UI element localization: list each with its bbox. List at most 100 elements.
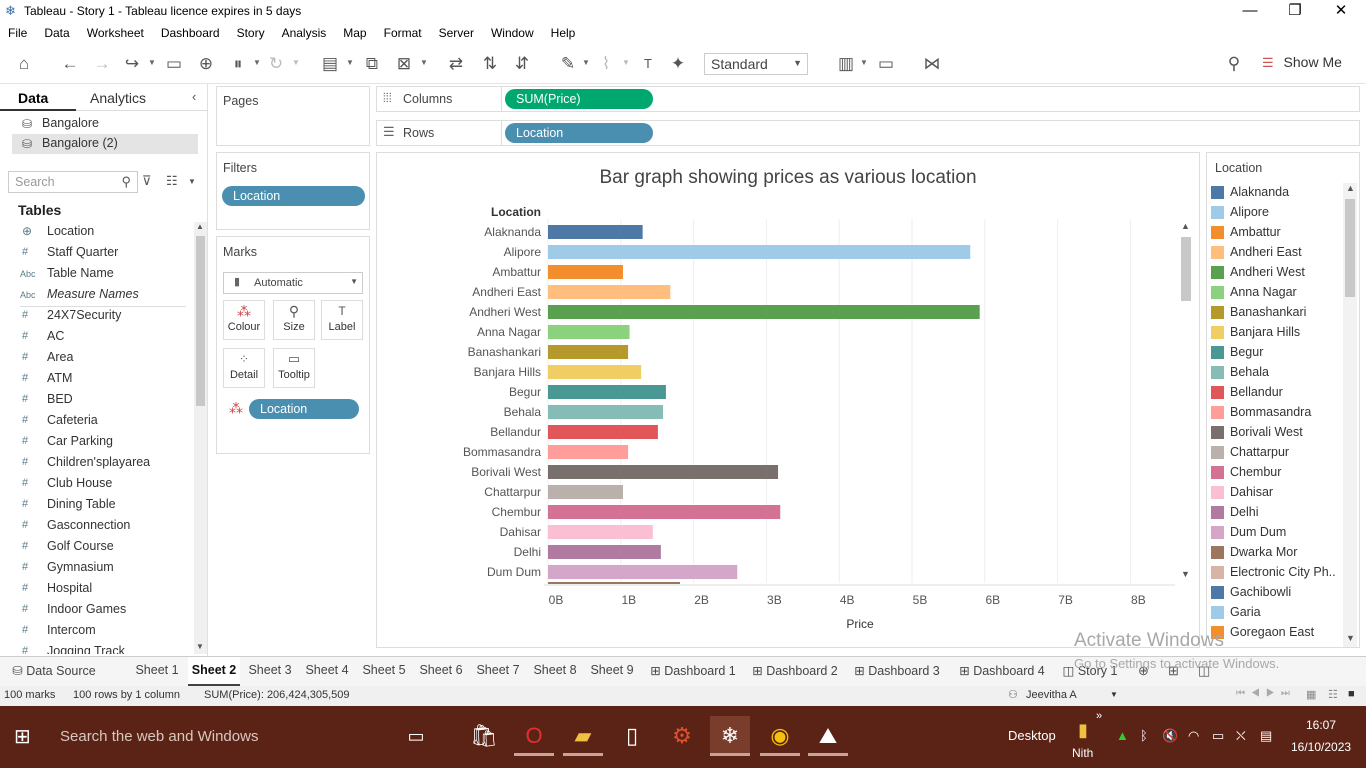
marks-pill-location[interactable]: Location <box>249 399 359 419</box>
menu-window[interactable]: Window <box>490 26 534 40</box>
filter-pill-location[interactable]: Location <box>222 186 365 206</box>
scrollbar-thumb[interactable] <box>1181 237 1191 301</box>
replay-caret-icon[interactable]: ▼ <box>148 58 156 67</box>
tab-sheet-2[interactable]: Sheet 2 <box>188 657 240 686</box>
scroll-up-icon[interactable]: ▲ <box>196 222 204 231</box>
taskbar-search[interactable]: Search the web and Windows <box>60 728 259 745</box>
menu-dashboard[interactable]: Dashboard <box>160 26 220 40</box>
store-icon[interactable]: 🛍 <box>470 723 498 748</box>
new-worksheet-caret-icon[interactable]: ▼ <box>346 58 354 67</box>
tab-dashboard-3[interactable]: ⊞ Dashboard 3 <box>850 657 944 686</box>
restore-button[interactable]: ❐ <box>1288 2 1302 19</box>
menu-server[interactable]: Server <box>438 26 474 40</box>
legend-item[interactable]: Chattarpur <box>1207 443 1343 463</box>
colour-button[interactable]: ⁂ Colour <box>223 300 265 340</box>
new-dashboard-icon[interactable]: ⊞ <box>1168 663 1179 678</box>
photos-icon[interactable]: ⛰ <box>808 716 848 756</box>
settings-app-icon[interactable]: ⚙ <box>672 723 692 748</box>
legend-item[interactable]: Bellandur <box>1207 383 1343 403</box>
field-item[interactable]: # ATM <box>0 369 194 390</box>
swap-icon[interactable]: ⇄ <box>448 54 464 73</box>
legend-item[interactable]: Borivali West <box>1207 423 1343 443</box>
search-input[interactable]: Search ⚲ <box>8 171 138 193</box>
legend-item[interactable]: Banashankari <box>1207 303 1343 323</box>
document-icon[interactable]: ▯ <box>625 723 639 748</box>
show-labels-icon[interactable]: T <box>644 56 652 71</box>
menu-map[interactable]: Map <box>343 26 367 40</box>
datasource-item[interactable]: ⛁ Bangalore <box>12 114 198 134</box>
field-item[interactable]: # Intercom <box>0 621 194 642</box>
windows-start-icon[interactable]: ⊞ <box>14 726 31 748</box>
highlight-icon[interactable]: ✎ <box>560 54 576 73</box>
show-me-button[interactable]: ☰ Show Me <box>1262 54 1342 71</box>
tab-data[interactable]: Data <box>18 90 49 106</box>
pause-updates-icon[interactable]: ⏸ <box>233 54 243 73</box>
folder-icon[interactable]: ▮ <box>1078 720 1088 740</box>
clear-caret-icon[interactable]: ▼ <box>420 58 428 67</box>
menu-worksheet[interactable]: Worksheet <box>86 26 144 40</box>
taskbar-desktop[interactable]: Desktop <box>1008 728 1056 743</box>
new-sheet-icon[interactable]: ⊕ <box>1138 663 1149 678</box>
size-button[interactable]: ⚲ Size <box>273 300 315 340</box>
scrollbar-thumb[interactable] <box>1345 199 1355 297</box>
legend-item[interactable]: Alaknanda <box>1207 183 1343 203</box>
tab-sheet-6[interactable]: Sheet 6 <box>419 663 463 677</box>
tab-sheet-1[interactable]: Sheet 1 <box>135 663 179 677</box>
menu-help[interactable]: Help <box>550 26 576 40</box>
tab-sheet-3[interactable]: Sheet 3 <box>248 663 292 677</box>
duplicate-icon[interactable]: ⧉ <box>365 54 379 73</box>
pause-caret-icon[interactable]: ▼ <box>253 58 261 67</box>
tab-dashboard-2[interactable]: ⊞ Dashboard 2 <box>748 657 842 686</box>
legend-scrollbar[interactable]: ▲ ▼ <box>1343 183 1357 647</box>
tab-sheet-9[interactable]: Sheet 9 <box>590 663 634 677</box>
new-worksheet-icon[interactable]: ▤ <box>321 54 339 73</box>
field-item[interactable]: #24X7Security <box>0 306 194 327</box>
volume-muted-icon[interactable]: 🔇 <box>1162 728 1179 743</box>
tooltip-button[interactable]: ▭ Tooltip <box>273 348 315 388</box>
legend-item[interactable]: Gachibowli <box>1207 583 1343 603</box>
tile-view-icon[interactable]: ■ <box>1348 688 1355 700</box>
tab-analytics[interactable]: Analytics <box>90 90 147 106</box>
field-item[interactable]: # Dining Table <box>0 495 194 516</box>
format-painter-icon[interactable]: ⚲ <box>1227 54 1241 73</box>
tab-dashboard-4[interactable]: ⊞ Dashboard 4 <box>952 657 1052 686</box>
save-icon[interactable]: ▭ <box>165 54 183 73</box>
tableau-taskbar-icon[interactable]: ❄ <box>710 716 750 756</box>
tab-story-1[interactable]: ◫ Story 1 <box>1060 657 1120 686</box>
scroll-up-icon[interactable]: ▲ <box>1181 221 1190 231</box>
mark-type-dropdown[interactable]: ▮ Automatic ▼ <box>223 272 363 294</box>
field-item[interactable]: # Area <box>0 348 194 369</box>
legend-item[interactable]: Andheri East <box>1207 243 1343 263</box>
show-cards-caret-icon[interactable]: ▼ <box>860 58 868 67</box>
field-item[interactable]: ⊕ Location <box>0 222 194 243</box>
field-item[interactable]: # Hospital <box>0 579 194 600</box>
field-item[interactable]: # Gasconnection <box>0 516 194 537</box>
user-menu[interactable]: ⚇ Jeevitha A ▼ <box>1000 686 1126 706</box>
share-icon[interactable]: ⋈ <box>923 54 941 73</box>
field-item[interactable]: # BED <box>0 390 194 411</box>
tab-sheet-8[interactable]: Sheet 8 <box>533 663 577 677</box>
menu-analysis[interactable]: Analysis <box>281 26 327 40</box>
legend-item[interactable]: Delhi <box>1207 503 1343 523</box>
menu-format[interactable]: Format <box>383 26 422 40</box>
label-button[interactable]: T Label <box>321 300 363 340</box>
clear-sheet-icon[interactable]: ⊠ <box>396 54 412 73</box>
field-item[interactable]: # Gymnasium <box>0 558 194 579</box>
field-item[interactable]: # Cafeteria <box>0 411 194 432</box>
field-item[interactable]: # Golf Course <box>0 537 194 558</box>
tray-app-icon[interactable]: ▲ <box>1116 728 1129 743</box>
undo-icon[interactable]: ← <box>61 54 79 73</box>
presentation-icon[interactable]: ▭ <box>877 54 895 73</box>
toolbar-chevron[interactable]: » <box>1096 710 1103 722</box>
group-caret-icon[interactable]: ▼ <box>622 58 630 67</box>
filter-icon[interactable]: ⊽ <box>142 173 152 188</box>
field-item[interactable]: Abc Measure Names <box>0 285 194 306</box>
columns-pill-sum-price[interactable]: SUM(Price) <box>505 89 653 109</box>
legend-item[interactable]: Banjara Hills <box>1207 323 1343 343</box>
refresh-icon[interactable]: ↻ <box>268 54 284 73</box>
rows-pill-location[interactable]: Location <box>505 123 653 143</box>
view-options-icon[interactable]: ☷ <box>166 173 178 188</box>
scrollbar-thumb[interactable] <box>196 236 205 406</box>
fit-dropdown[interactable]: Standard ▼ <box>704 53 808 75</box>
scroll-down-icon[interactable]: ▼ <box>1181 569 1190 579</box>
